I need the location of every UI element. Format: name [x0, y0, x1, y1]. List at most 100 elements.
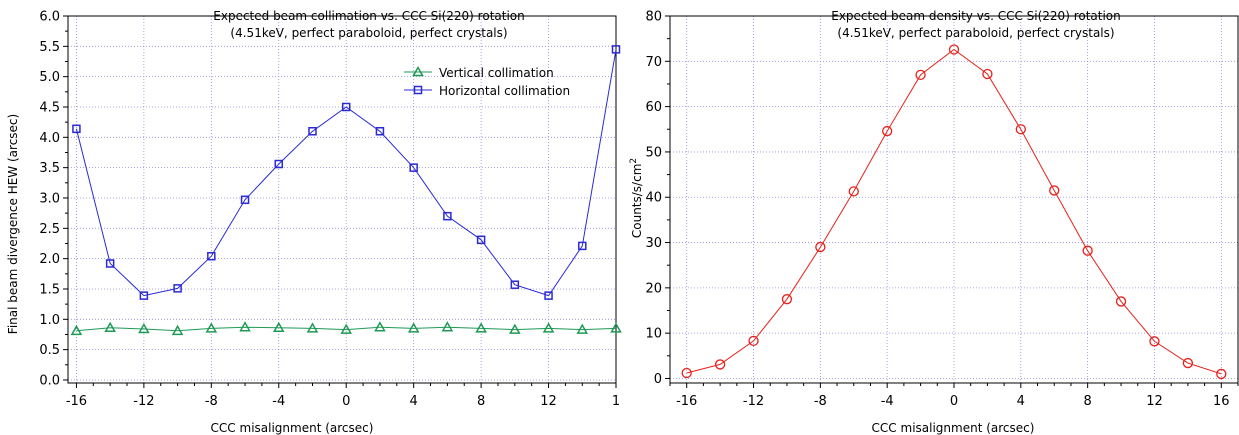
data-point — [139, 291, 149, 300]
data-point — [544, 291, 553, 300]
y-tick-label: 2.0 — [39, 252, 60, 267]
y-tick-label: 4.5 — [39, 100, 60, 115]
y-tick-label: 20 — [645, 281, 662, 296]
data-point — [1182, 357, 1194, 369]
data-point — [1149, 336, 1160, 347]
data-point — [476, 235, 486, 245]
grid — [670, 16, 1238, 383]
y-tick-label: 0.0 — [39, 373, 60, 388]
data-point — [509, 323, 521, 334]
y-tick-label: 4.0 — [39, 131, 60, 146]
y-tick-label: 60 — [645, 100, 662, 115]
x-tick-label: 1 — [612, 394, 620, 409]
series-line — [686, 48, 1222, 375]
y-tick-label: 0 — [654, 372, 662, 387]
x-tick-label: 16 — [1213, 394, 1230, 409]
y-tick-label: 50 — [645, 145, 662, 160]
y-axis-ticks: 0.0 0.5 1.0 1.5 2.0 2.5 3.0 3.5 4.0 4.5 5.0 5.5 6.0 — [39, 10, 68, 388]
legend-square-marker — [413, 85, 423, 95]
x-tick-label: 8 — [477, 394, 485, 409]
x-tick-label: 0 — [950, 394, 958, 409]
x-tick-label: 0 — [342, 394, 350, 409]
x-tick-label: 8 — [1084, 394, 1092, 409]
data-point — [274, 159, 284, 169]
data-point — [340, 323, 352, 334]
data-point — [681, 367, 692, 379]
data-point — [173, 284, 182, 293]
data-series — [70, 45, 622, 336]
x-axis-ticks: -16 -12 -8 -4 0 4 8 12 16 — [669, 383, 1239, 409]
data-point — [1216, 368, 1227, 380]
y-axis-label-superscript: 2 — [629, 158, 639, 164]
y-axis-label-text: Counts/s/cm — [630, 164, 644, 239]
x-tick-label: 12 — [1146, 394, 1163, 409]
y-axis-label: Counts/s/cm2 — [629, 158, 644, 238]
data-point — [240, 195, 250, 205]
chart-subtitle: (4.51keV, perfect paraboloid, perfect cr… — [837, 26, 1114, 40]
data-point — [1115, 296, 1127, 307]
data-point — [982, 68, 993, 80]
data-point — [542, 322, 555, 333]
data-point — [714, 359, 726, 370]
y-tick-label: 3.5 — [39, 161, 60, 176]
x-tick-label: -4 — [272, 394, 285, 409]
data-point — [306, 322, 319, 333]
data-point — [510, 280, 520, 289]
x-tick-label: 12 — [540, 394, 557, 409]
x-axis-ticks: -16 -12 -8 -4 0 4 8 12 1 — [66, 383, 620, 409]
chart-title: Expected beam collimation vs. CCC Si(220… — [213, 9, 524, 23]
x-tick-label: 4 — [1017, 394, 1025, 409]
plot-frame — [67, 15, 617, 384]
data-point — [375, 127, 385, 136]
data-point — [407, 322, 420, 333]
y-axis-label: Final beam divergence HEW (arcsec) — [6, 114, 20, 334]
data-point — [748, 335, 759, 347]
data-point — [610, 322, 622, 333]
data-point — [815, 241, 826, 253]
legend-label-vertical: Vertical collimation — [439, 66, 554, 80]
y-tick-label: 1.5 — [39, 282, 60, 297]
data-point — [308, 127, 317, 136]
y-tick-label: 1.0 — [39, 313, 60, 328]
x-tick-label: -4 — [881, 394, 894, 409]
data-point — [138, 322, 150, 334]
data-point — [576, 323, 589, 334]
x-axis-label: CCC misalignment (arcsec) — [872, 421, 1035, 435]
x-tick-label: -16 — [676, 394, 697, 409]
data-series — [681, 44, 1227, 380]
x-tick-label: -16 — [66, 394, 87, 409]
y-tick-label: 70 — [645, 55, 662, 70]
x-tick-label: 4 — [410, 394, 418, 409]
data-point — [239, 321, 251, 332]
data-point — [104, 321, 116, 333]
x-tick-label: -8 — [814, 394, 827, 409]
data-point — [205, 322, 218, 333]
legend-triangle-marker — [412, 65, 424, 77]
chart-title: Expected beam density vs. CCC Si(220) ro… — [831, 9, 1121, 23]
x-tick-label: -12 — [133, 394, 154, 409]
data-point — [171, 324, 184, 336]
legend: Vertical collimation Horizontal collimat… — [404, 65, 570, 98]
y-tick-label: 5.0 — [39, 70, 60, 85]
x-tick-label: -8 — [205, 394, 218, 409]
data-point — [1049, 185, 1060, 196]
x-axis-label: CCC misalignment (arcsec) — [211, 421, 374, 435]
data-point — [475, 322, 487, 333]
collimation-chart: 0.00.51.01.52.02.53.03.54.04.55.05.56.0 … — [6, 9, 622, 435]
y-tick-label: 2.5 — [39, 222, 60, 237]
y-axis-ticks: 0 10 20 30 40 50 60 70 80 — [645, 10, 670, 387]
series-line — [76, 326, 617, 332]
data-point — [848, 186, 859, 197]
legend-label-horizontal: Horizontal collimation — [439, 84, 570, 98]
density-chart: 0 10 20 30 40 50 60 70 80 -16 -12 -8 -4 0 4 8 12 16 Expe… — [629, 9, 1239, 435]
data-point — [441, 321, 454, 332]
data-point — [578, 241, 587, 251]
data-point — [207, 251, 216, 261]
data-point — [105, 259, 115, 268]
data-point — [882, 125, 893, 137]
data-point — [1015, 124, 1026, 135]
data-point — [72, 124, 81, 134]
svg-text:Counts/s/cm2: Counts/s/cm2 — [629, 158, 644, 238]
data-point — [443, 211, 452, 221]
